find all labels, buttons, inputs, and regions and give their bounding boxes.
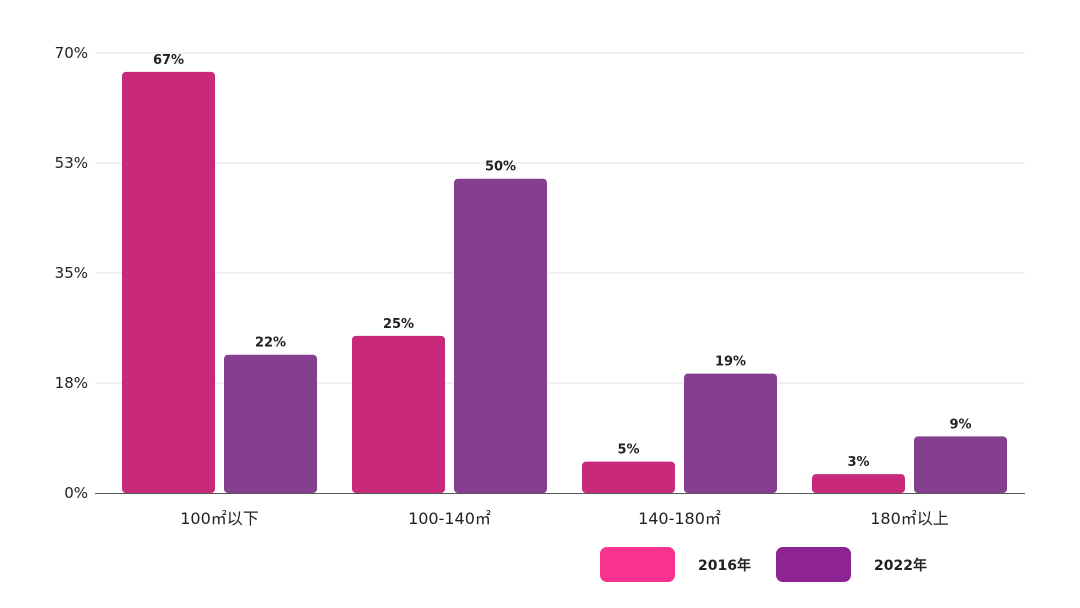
y-tick-label: 35% bbox=[55, 264, 88, 282]
bars bbox=[122, 71, 1007, 493]
legend-swatch bbox=[776, 547, 851, 582]
category-label: 180㎡以上 bbox=[870, 509, 949, 528]
bar-series-2 bbox=[914, 436, 1007, 493]
x-axis: 100㎡以下 100-140㎡ 140-180㎡ 180㎡以上 bbox=[95, 493, 1025, 528]
bar-series-2 bbox=[684, 373, 777, 493]
y-tick-label: 70% bbox=[55, 44, 88, 62]
bar-series-2 bbox=[224, 354, 317, 493]
value-label: 22% bbox=[255, 336, 286, 351]
y-tick-label: 53% bbox=[55, 154, 88, 172]
category-label: 140-180㎡ bbox=[638, 509, 721, 528]
y-axis-ticks: 0% 18% 35% 53% 70% bbox=[55, 44, 88, 502]
category-label: 100-140㎡ bbox=[408, 509, 491, 528]
legend-label: 2022年 bbox=[874, 557, 927, 574]
legend-label: 2016年 bbox=[698, 557, 751, 574]
y-tick-label: 0% bbox=[64, 484, 88, 502]
bar-series-2 bbox=[454, 178, 547, 493]
value-label: 3% bbox=[847, 455, 869, 470]
legend: 2016年 2022年 bbox=[600, 547, 927, 582]
value-label: 5% bbox=[617, 443, 639, 458]
bar-series-1 bbox=[812, 474, 905, 493]
value-label: 19% bbox=[715, 355, 746, 370]
bar-series-1 bbox=[122, 71, 215, 493]
y-tick-label: 18% bbox=[55, 374, 88, 392]
bar-series-1 bbox=[582, 461, 675, 493]
legend-swatch bbox=[600, 547, 675, 582]
value-labels: 67% 25% 5% 3% 22% 50% 19% 9% bbox=[153, 53, 972, 470]
bar-series-1 bbox=[352, 335, 445, 493]
grid-lines bbox=[95, 52, 1025, 384]
category-label: 100㎡以下 bbox=[180, 509, 259, 528]
value-label: 67% bbox=[153, 53, 184, 68]
value-label: 25% bbox=[383, 317, 414, 332]
value-label: 50% bbox=[485, 160, 516, 175]
value-label: 9% bbox=[949, 417, 971, 432]
